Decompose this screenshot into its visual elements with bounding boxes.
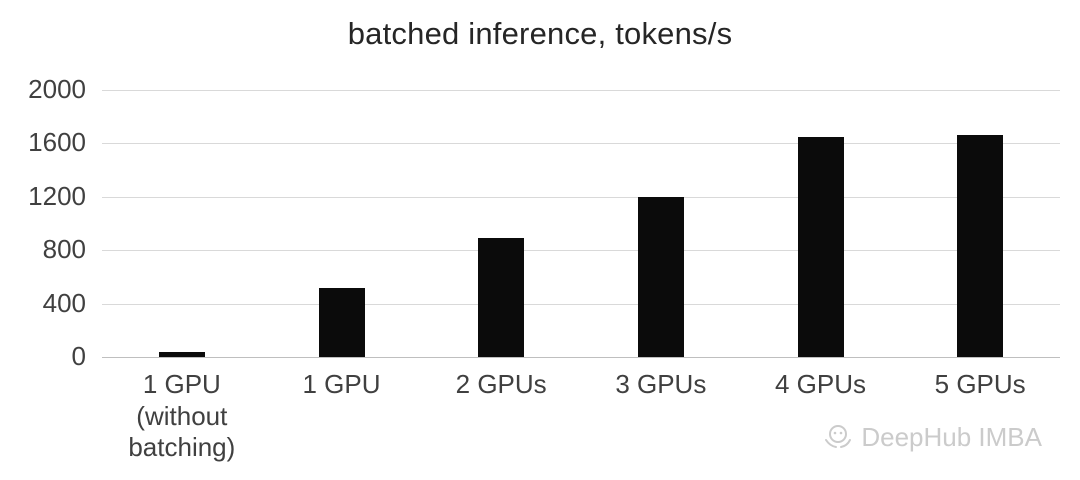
- x-axis-tick-label: 4 GPUs: [774, 369, 866, 399]
- bar-1: [318, 287, 365, 357]
- y-axis-tick-label: 0: [71, 340, 86, 371]
- x-axis-tick-label: 5 GPUs: [934, 369, 1026, 399]
- bar-2: [478, 238, 525, 357]
- gridline-1600: [102, 143, 1060, 145]
- y-axis-tick-label: 2000: [28, 73, 86, 104]
- gridline-400: [102, 303, 1060, 305]
- bar-0: [158, 351, 205, 357]
- x-axis-tick-label: 3 GPUs: [615, 369, 707, 399]
- bar-5: [957, 135, 1004, 357]
- y-axis-tick-label: 800: [42, 234, 86, 265]
- x-axis-tick-label: 1 GPU (without batching): [128, 369, 236, 463]
- x-axis-tick-label: 2 GPUs: [455, 369, 547, 399]
- x-axis-tick-label: 1 GPU: [302, 369, 381, 399]
- gridline-2000: [102, 90, 1060, 91]
- y-axis-tick-label: 1200: [28, 180, 86, 211]
- gridline-800: [102, 250, 1060, 252]
- deephub-logo-icon: [820, 420, 854, 454]
- gridline-0: [102, 357, 1060, 358]
- y-axis-tick-label: 400: [42, 287, 86, 318]
- y-axis-tick-label: 1600: [28, 127, 86, 158]
- chart-title: batched inference, tokens/s: [347, 16, 733, 51]
- bar-3: [637, 196, 684, 357]
- watermark-text: DeepHub IMBA: [861, 421, 1042, 452]
- gridline-1200: [102, 196, 1060, 198]
- plot-area: 0 400 800 1200 1600 2000 1 GPU (without batchi…: [28, 74, 1060, 462]
- bar-4: [797, 136, 844, 357]
- watermark: DeepHub IMBA: [820, 420, 1042, 454]
